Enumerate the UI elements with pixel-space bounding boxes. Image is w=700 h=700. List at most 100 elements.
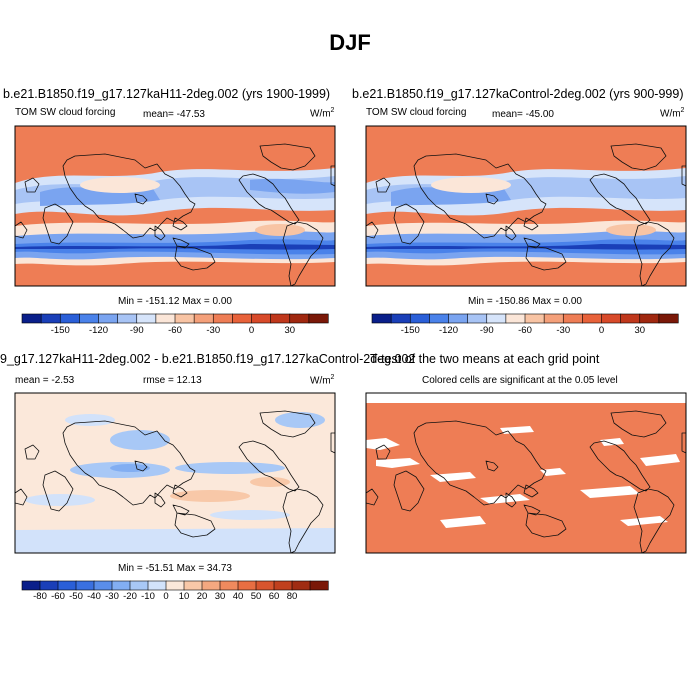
- colorbar1-swatch: [21, 313, 42, 324]
- panel3-minmax: Min = -51.51 Max = 34.73: [118, 563, 232, 574]
- colorbar3-tick-label: -30: [105, 591, 119, 602]
- colorbar1-tick-label: 0: [249, 325, 254, 336]
- colorbar2-swatch: [505, 313, 526, 324]
- colorbar3-swatch: [201, 580, 221, 591]
- colorbar1-swatch: [212, 313, 233, 324]
- panel3-rmse: rmse = 12.13: [143, 375, 202, 386]
- panel2-map: [366, 126, 686, 286]
- colorbar1-swatch: [117, 313, 138, 324]
- panel2-map-frame: [365, 125, 687, 287]
- colorbar3-tick-label: 80: [287, 591, 298, 602]
- colorbar2-tick-label: -120: [439, 325, 458, 336]
- colorbar3-tick-label: 40: [233, 591, 244, 602]
- colorbar3-swatch: [309, 580, 329, 591]
- panel4-map: [366, 393, 686, 553]
- colorbar3-swatch: [147, 580, 167, 591]
- colorbar2-tick-label: 0: [599, 325, 604, 336]
- panel2-minmax: Min = -150.86 Max = 0.00: [468, 296, 582, 307]
- colorbar2-swatch: [562, 313, 583, 324]
- colorbar2-swatch: [429, 313, 450, 324]
- colorbar2-tick-label: -30: [556, 325, 570, 336]
- colorbar2-swatch: [409, 313, 430, 324]
- colorbar1-swatch: [40, 313, 61, 324]
- colorbar1-swatch: [193, 313, 214, 324]
- panel1-units: W/m2: [310, 107, 335, 120]
- colorbar3-tick-label: -80: [33, 591, 47, 602]
- colorbar1-tick-label: -90: [130, 325, 144, 336]
- colorbar3-swatch: [75, 580, 95, 591]
- colorbar2-swatch: [371, 313, 392, 324]
- colorbar3-swatch: [165, 580, 185, 591]
- colorbar1-swatch: [79, 313, 100, 324]
- colorbar2-swatch: [524, 313, 545, 324]
- colorbar2-swatch: [582, 313, 603, 324]
- panel1-variable-label: TOM SW cloud forcing: [15, 107, 116, 118]
- colorbar1-tick-label: 30: [284, 325, 295, 336]
- colorbar3-swatch: [183, 580, 203, 591]
- panel2-units: W/m2: [660, 107, 685, 120]
- colorbar3-swatch: [93, 580, 113, 591]
- colorbar3-tick-label: 50: [251, 591, 262, 602]
- colorbar2-tick-label: 30: [634, 325, 645, 336]
- panel2-title: b.e21.B1850.f19_g17.127kaControl-2deg.00…: [352, 87, 684, 101]
- colorbars: -150 -120 -90 -60 -30 0 30 -150 -120 -90 -60 -30 0 30…: [21, 313, 679, 602]
- colorbar3-swatch: [57, 580, 77, 591]
- panel1-title: b.e21.B1850.f19_g17.127kaH11-2deg.002 (y…: [3, 87, 331, 101]
- colorbar1-tick-label: -30: [206, 325, 220, 336]
- colorbar1-tick-label: -60: [168, 325, 182, 336]
- panel3-map: [15, 393, 335, 553]
- page-title: DJF: [329, 30, 371, 55]
- colorbar1-swatch: [174, 313, 195, 324]
- colorbar3-swatch: [255, 580, 275, 591]
- colorbar2-swatch: [448, 313, 469, 324]
- colorbar3-tick-label: 0: [163, 591, 168, 602]
- colorbar3-swatch: [39, 580, 59, 591]
- colorbar3-tick-label: -50: [69, 591, 83, 602]
- colorbar2-tick-label: -60: [518, 325, 532, 336]
- panel1-map-frame: [14, 125, 336, 287]
- panel2-mean: mean= -45.00: [492, 109, 554, 120]
- colorbar1-tick-label: -150: [51, 325, 70, 336]
- panel3-units: W/m2: [310, 374, 335, 387]
- colorbar3-swatch: [129, 580, 149, 591]
- colorbar1-swatch: [232, 313, 253, 324]
- colorbar2-swatch: [543, 313, 564, 324]
- colorbar2-swatch: [467, 313, 488, 324]
- colorbar3-swatch: [111, 580, 131, 591]
- colorbar1-swatch: [251, 313, 272, 324]
- colorbar2-swatch: [390, 313, 411, 324]
- colorbar1-swatch: [136, 313, 157, 324]
- colorbar3-tick-label: 10: [179, 591, 190, 602]
- colorbar2-swatch: [486, 313, 507, 324]
- panel3-mean: mean = -2.53: [15, 375, 75, 386]
- colorbar2-swatch: [601, 313, 622, 324]
- colorbar2-swatch: [620, 313, 641, 324]
- colorbar3-swatch: [291, 580, 311, 591]
- colorbar2-swatch: [639, 313, 660, 324]
- panel1-mean: mean= -47.53: [143, 109, 205, 120]
- colorbar1-swatch: [270, 313, 291, 324]
- colorbar1-swatch: [308, 313, 329, 324]
- colorbar3-tick-label: -60: [51, 591, 65, 602]
- colorbar3-tick-label: -20: [123, 591, 137, 602]
- colorbar3-swatch: [237, 580, 257, 591]
- colorbar2-tick-label: -90: [480, 325, 494, 336]
- panel1-minmax: Min = -151.12 Max = 0.00: [118, 296, 232, 307]
- colorbar1-tick-label: -120: [89, 325, 108, 336]
- colorbar1-swatch: [98, 313, 119, 324]
- panel2-variable-label: TOM SW cloud forcing: [366, 107, 467, 118]
- panel4-subtitle: Colored cells are significant at the 0.0…: [422, 375, 618, 386]
- colorbar2-tick-label: -150: [401, 325, 420, 336]
- colorbar3-swatch: [21, 580, 41, 591]
- colorbar1-swatch: [155, 313, 176, 324]
- colorbar3-tick-label: 60: [269, 591, 280, 602]
- panel3-title: 9_g17.127kaH11-2deg.002 - b.e21.B1850.f1…: [0, 352, 416, 366]
- colorbar3-swatch: [273, 580, 293, 591]
- colorbar3-tick-label: -10: [141, 591, 155, 602]
- colorbar3-tick-label: -40: [87, 591, 101, 602]
- colorbar2-swatch: [658, 313, 679, 324]
- colorbar1-swatch: [289, 313, 310, 324]
- colorbar3-tick-label: 20: [197, 591, 208, 602]
- panel4-map-frame: [365, 392, 687, 554]
